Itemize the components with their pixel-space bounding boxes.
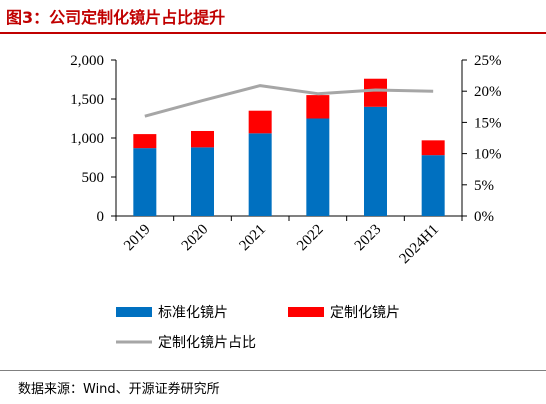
- left-tick-label: 0: [97, 209, 105, 225]
- bar-standard: [248, 133, 272, 216]
- x-tick-label: 2021: [236, 222, 269, 255]
- right-tick-label: 15%: [474, 115, 502, 131]
- figure-title: 图3：公司定制化镜片占比提升: [6, 8, 226, 27]
- bar-custom: [133, 134, 157, 149]
- x-tick-labels: 2019 2020 2021 2022 2023 2024H1: [121, 222, 442, 267]
- x-tick-label: 2024H1: [396, 222, 441, 267]
- title-underline: [0, 32, 546, 34]
- x-tick-label: 2022: [294, 222, 327, 255]
- legend-label: 标准化镜片: [158, 305, 228, 321]
- bar-standard: [133, 148, 157, 216]
- legend-swatch: [288, 307, 324, 317]
- left-tick-label: 1,000: [70, 131, 104, 147]
- bar-standard: [421, 155, 445, 216]
- left-tick-label: 1,500: [70, 92, 104, 108]
- right-tick-label: 5%: [474, 178, 494, 194]
- source-divider: [0, 370, 546, 371]
- legend-label: 定制化镜片: [330, 305, 400, 321]
- right-tick-label: 0%: [474, 209, 494, 225]
- x-tick-label: 2020: [179, 222, 212, 255]
- bar-standard: [364, 106, 387, 216]
- legend-label: 定制化镜片占比: [158, 335, 256, 351]
- chart-bars: [133, 78, 445, 216]
- bar-custom: [248, 110, 272, 134]
- source-note: 数据来源：Wind、开源证券研究所: [18, 382, 220, 397]
- bar-custom: [191, 130, 214, 148]
- x-tick-label: 2023: [352, 222, 385, 255]
- left-tick-label: 500: [82, 170, 105, 186]
- right-tick-label: 25%: [474, 53, 502, 69]
- right-tick-label: 20%: [474, 84, 502, 100]
- chart-axes: 0 500 1,000 1,500 2,000 0% 5% 10% 15% 20% 25%: [70, 53, 501, 225]
- bar-standard: [306, 118, 330, 216]
- x-tick-label: 2019: [121, 222, 154, 255]
- bar-standard: [191, 147, 214, 216]
- left-tick-label: 2,000: [70, 53, 104, 69]
- legend-swatch: [116, 307, 152, 317]
- bar-custom: [364, 78, 387, 107]
- bar-custom: [306, 95, 330, 119]
- bar-custom: [421, 140, 445, 156]
- ratio-line: [144, 84, 434, 118]
- chart-ratio-line: [144, 84, 434, 118]
- right-tick-label: 10%: [474, 147, 502, 163]
